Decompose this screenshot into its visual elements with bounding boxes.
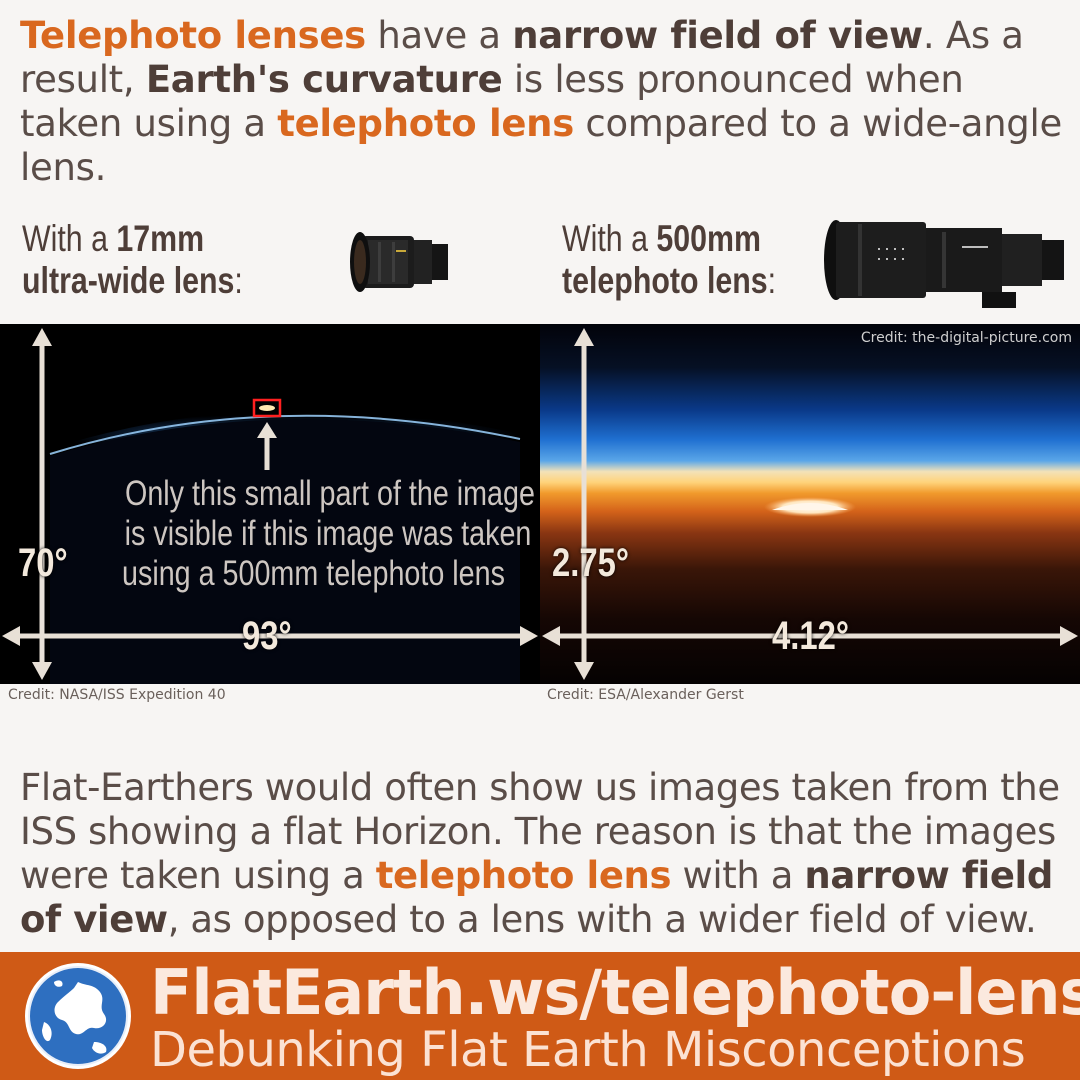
explain-text-3: , as opposed to a lens with a wider fiel… (167, 898, 1037, 941)
wide-lens-colon: : (234, 260, 243, 301)
intro-highlight-telephoto-lens: telephoto lens (277, 102, 574, 145)
telephoto-horizon-image (540, 324, 1080, 684)
intro-text: Telephoto lenses have a narrow field of … (20, 14, 1065, 190)
wide-lens-type: ultra-wide lens (22, 260, 235, 301)
intro-text-4: compared to a wide-angle lens. (20, 102, 1062, 189)
explanation-text: Flat-Earthers would often show us images… (20, 766, 1070, 942)
wide-lens-label: With a 17mm ultra-wide lens: (22, 218, 243, 302)
wide-angle-horizon-image (0, 324, 540, 684)
lens-image-credit: Credit: the-digital-picture.com (860, 330, 1072, 346)
wide-vertical-fov: 70° (18, 541, 68, 585)
telephoto-fov-arrows (542, 328, 1078, 680)
wide-angle-fov-arrows (2, 328, 538, 680)
telephoto-horizontal-fov: 4.12° (772, 614, 849, 658)
telephoto-vertical-fov: 2.75° (552, 541, 629, 585)
telephoto-crop-note: Only this small part of the image is vis… (80, 474, 535, 594)
telephoto-crop-box (252, 398, 282, 418)
wide-lens-label-prefix: With a (22, 218, 117, 259)
explain-text-1: Flat-Earthers would often show us images… (20, 766, 1060, 897)
wide-angle-photo: Only this small part of the image is vis… (0, 324, 540, 684)
telephoto-lens-icon (824, 220, 1064, 308)
telephoto-lens-colon: : (767, 260, 777, 301)
explain-text-2: with a (671, 854, 805, 897)
telephoto-photo: Credit: the-digital-picture.com 2.75° 4.… (540, 324, 1080, 684)
crop-note-line-2: is visible if this image was taken (124, 514, 532, 553)
wide-lens-icon (350, 232, 448, 292)
intro-text-3: is less pronounced when taken using a (20, 58, 964, 145)
wide-photo-credit: Credit: NASA/ISS Expedition 40 (8, 687, 226, 703)
telephoto-lens-type: telephoto lens (562, 260, 768, 301)
crop-note-line-3: using a 500mm telephoto lens (122, 554, 505, 593)
intro-highlight-curvature: Earth's curvature (145, 58, 503, 101)
site-url-link[interactable]: FlatEarth.ws/telephoto-lens (150, 956, 1080, 1029)
intro-text-2: . As a result, (20, 14, 1024, 101)
crop-note-line-1: Only this small part of the image (124, 474, 535, 513)
wide-lens-focal-length: 17mm (116, 218, 205, 259)
footer-banner: FlatEarth.ws/telephoto-lens Debunking Fl… (0, 952, 1080, 1080)
flat-earth-globe-icon (25, 963, 131, 1069)
intro-highlight-telephoto-lenses: Telephoto lenses (20, 14, 366, 57)
explain-highlight-narrow-fov: narrow field of view (20, 854, 1053, 941)
site-tagline: Debunking Flat Earth Misconceptions (150, 1022, 1026, 1078)
telephoto-lens-label: With a 500mm telephoto lens: (562, 218, 776, 302)
intro-text-1: have a (365, 14, 513, 57)
telephoto-lens-focal-length: 500mm (656, 218, 761, 259)
telephoto-lens-label-prefix: With a (562, 218, 657, 259)
comparison-photos: Only this small part of the image is vis… (0, 324, 1080, 684)
explain-highlight-telephoto-lens: telephoto lens (375, 854, 672, 897)
wide-horizontal-fov: 93° (242, 614, 292, 658)
telephoto-photo-credit: Credit: ESA/Alexander Gerst (547, 687, 744, 703)
intro-highlight-narrow-fov: narrow field of view (512, 14, 923, 57)
